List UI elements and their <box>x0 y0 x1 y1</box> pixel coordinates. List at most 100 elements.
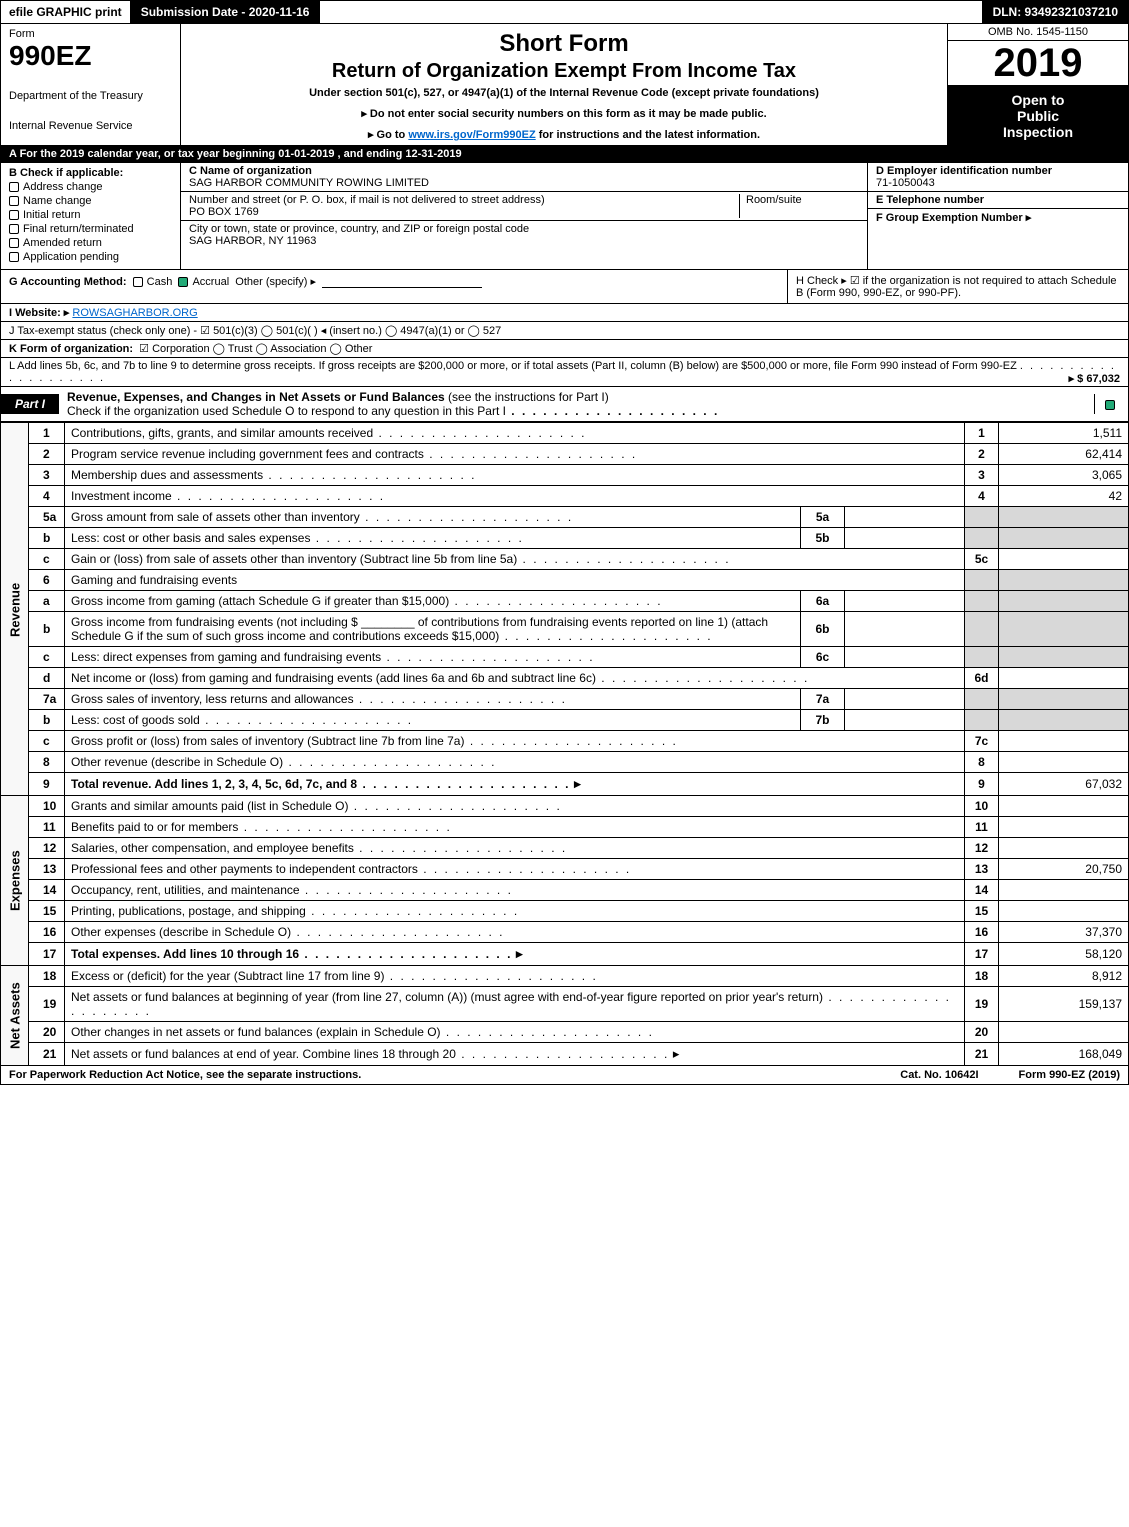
other-specify-input[interactable] <box>322 274 482 288</box>
chk-final-return-label: Final return/terminated <box>23 223 134 235</box>
line-value-shaded <box>999 689 1129 710</box>
sub-line-number: 7b <box>801 710 845 731</box>
line-desc: Net assets or fund balances at beginning… <box>65 987 965 1022</box>
table-row: 15Printing, publications, postage, and s… <box>1 901 1129 922</box>
submission-date-button[interactable]: Submission Date - 2020-11-16 <box>131 1 321 23</box>
cat-no: Cat. No. 10642I <box>900 1069 978 1081</box>
line-value <box>999 731 1129 752</box>
chk-address-change[interactable]: Address change <box>9 181 172 193</box>
table-row: aGross income from gaming (attach Schedu… <box>1 591 1129 612</box>
line-desc: Gross sales of inventory, less returns a… <box>65 689 801 710</box>
goto-post: for instructions and the latest informat… <box>536 129 760 141</box>
right-num-shaded <box>965 507 999 528</box>
header-center: Short Form Return of Organization Exempt… <box>181 24 948 145</box>
right-line-number: 3 <box>965 465 999 486</box>
table-row: 4Investment income442 <box>1 486 1129 507</box>
line-number: 15 <box>29 901 65 922</box>
taxyear-mid: , and ending <box>334 148 405 160</box>
part-i-title-note: (see the instructions for Part I) <box>445 390 609 404</box>
right-line-number: 7c <box>965 731 999 752</box>
line-number: b <box>29 612 65 647</box>
paperwork-notice: For Paperwork Reduction Act Notice, see … <box>9 1069 361 1081</box>
chk-name-change[interactable]: Name change <box>9 195 172 207</box>
line-number: 19 <box>29 987 65 1022</box>
subtitle: Under section 501(c), 527, or 4947(a)(1)… <box>189 87 939 99</box>
line-desc: Gain or (loss) from sale of assets other… <box>65 549 965 570</box>
line-number: c <box>29 731 65 752</box>
line-value: 67,032 <box>999 773 1129 796</box>
table-row: 3Membership dues and assessments33,065 <box>1 465 1129 486</box>
org-name: SAG HARBOR COMMUNITY ROWING LIMITED <box>189 177 429 189</box>
line-value-shaded <box>999 528 1129 549</box>
right-num-shaded <box>965 528 999 549</box>
irs-label: Internal Revenue Service <box>9 120 172 132</box>
right-num-shaded <box>965 647 999 668</box>
line-number: 12 <box>29 838 65 859</box>
part-i-title: Revenue, Expenses, and Changes in Net As… <box>59 387 1094 421</box>
sub-line-number: 6a <box>801 591 845 612</box>
table-row: 5aGross amount from sale of assets other… <box>1 507 1129 528</box>
addr-value: PO BOX 1769 <box>189 206 739 218</box>
section-h-text: H Check ▸ ☑ if the organization is not r… <box>796 275 1117 299</box>
sub-line-number: 7a <box>801 689 845 710</box>
line-value <box>999 817 1129 838</box>
chk-cash[interactable] <box>133 277 143 287</box>
irs-link[interactable]: www.irs.gov/Form990EZ <box>408 129 535 141</box>
line-number: c <box>29 549 65 570</box>
chk-application-pending-label: Application pending <box>23 251 119 263</box>
dln-label: DLN: 93492321037210 <box>983 1 1128 23</box>
sub-line-number: 6c <box>801 647 845 668</box>
line-desc: Program service revenue including govern… <box>65 444 965 465</box>
line-value-shaded <box>999 507 1129 528</box>
top-bar: efile GRAPHIC print Submission Date - 20… <box>0 0 1129 24</box>
right-line-number: 2 <box>965 444 999 465</box>
right-line-number: 1 <box>965 423 999 444</box>
efile-print-label[interactable]: efile GRAPHIC print <box>1 1 131 23</box>
website-link[interactable]: ROWSAGHARBOR.ORG <box>72 307 197 319</box>
table-row: 17Total expenses. Add lines 10 through 1… <box>1 943 1129 966</box>
chk-amended-return[interactable]: Amended return <box>9 237 172 249</box>
chk-final-return[interactable]: Final return/terminated <box>9 223 172 235</box>
part-i-sub: Check if the organization used Schedule … <box>67 404 506 418</box>
room-suite-label: Room/suite <box>739 194 859 218</box>
line-number: 17 <box>29 943 65 966</box>
section-h: H Check ▸ ☑ if the organization is not r… <box>788 270 1128 303</box>
chk-accrual[interactable] <box>178 277 188 287</box>
right-line-number: 16 <box>965 922 999 943</box>
line-number: 18 <box>29 966 65 987</box>
line-value: 8,912 <box>999 966 1129 987</box>
chk-initial-return[interactable]: Initial return <box>9 209 172 221</box>
title-return: Return of Organization Exempt From Incom… <box>189 60 939 83</box>
section-gh: G Accounting Method: Cash Accrual Other … <box>0 270 1129 304</box>
table-row: cGain or (loss) from sale of assets othe… <box>1 549 1129 570</box>
dept-treasury: Department of the Treasury <box>9 90 172 102</box>
line-desc: Total expenses. Add lines 10 through 16 <box>65 943 965 966</box>
line-desc: Grants and similar amounts paid (list in… <box>65 796 965 817</box>
line-desc: Investment income <box>65 486 965 507</box>
sub-line-number: 5a <box>801 507 845 528</box>
side-label: Expenses <box>1 796 29 966</box>
right-line-number: 8 <box>965 752 999 773</box>
section-l: L Add lines 5b, 6c, and 7b to line 9 to … <box>0 358 1129 387</box>
line-value: 62,414 <box>999 444 1129 465</box>
info-block: B Check if applicable: Address change Na… <box>0 163 1129 270</box>
right-num-shaded <box>965 710 999 731</box>
table-row: 19Net assets or fund balances at beginni… <box>1 987 1129 1022</box>
org-name-label: C Name of organization <box>189 165 423 177</box>
line-desc: Gaming and fundraising events <box>65 570 965 591</box>
table-row: 8Other revenue (describe in Schedule O)8 <box>1 752 1129 773</box>
section-l-text: L Add lines 5b, 6c, and 7b to line 9 to … <box>9 360 1017 372</box>
section-k: K Form of organization: ☑ Corporation ◯ … <box>0 340 1129 358</box>
line-desc: Occupancy, rent, utilities, and maintena… <box>65 880 965 901</box>
right-num-shaded <box>965 591 999 612</box>
website-label: I Website: ▸ <box>9 307 69 319</box>
city-value: SAG HARBOR, NY 11963 <box>189 235 529 247</box>
form-header: Form 990EZ Department of the Treasury In… <box>0 24 1129 146</box>
ein-label: D Employer identification number <box>876 165 1120 177</box>
part-i-checkbox[interactable] <box>1094 394 1128 414</box>
chk-application-pending[interactable]: Application pending <box>9 251 172 263</box>
line-number: 14 <box>29 880 65 901</box>
line-desc: Gross profit or (loss) from sales of inv… <box>65 731 965 752</box>
ssn-warning: ▸ Do not enter social security numbers o… <box>189 107 939 120</box>
accrual-label: Accrual <box>192 276 229 288</box>
